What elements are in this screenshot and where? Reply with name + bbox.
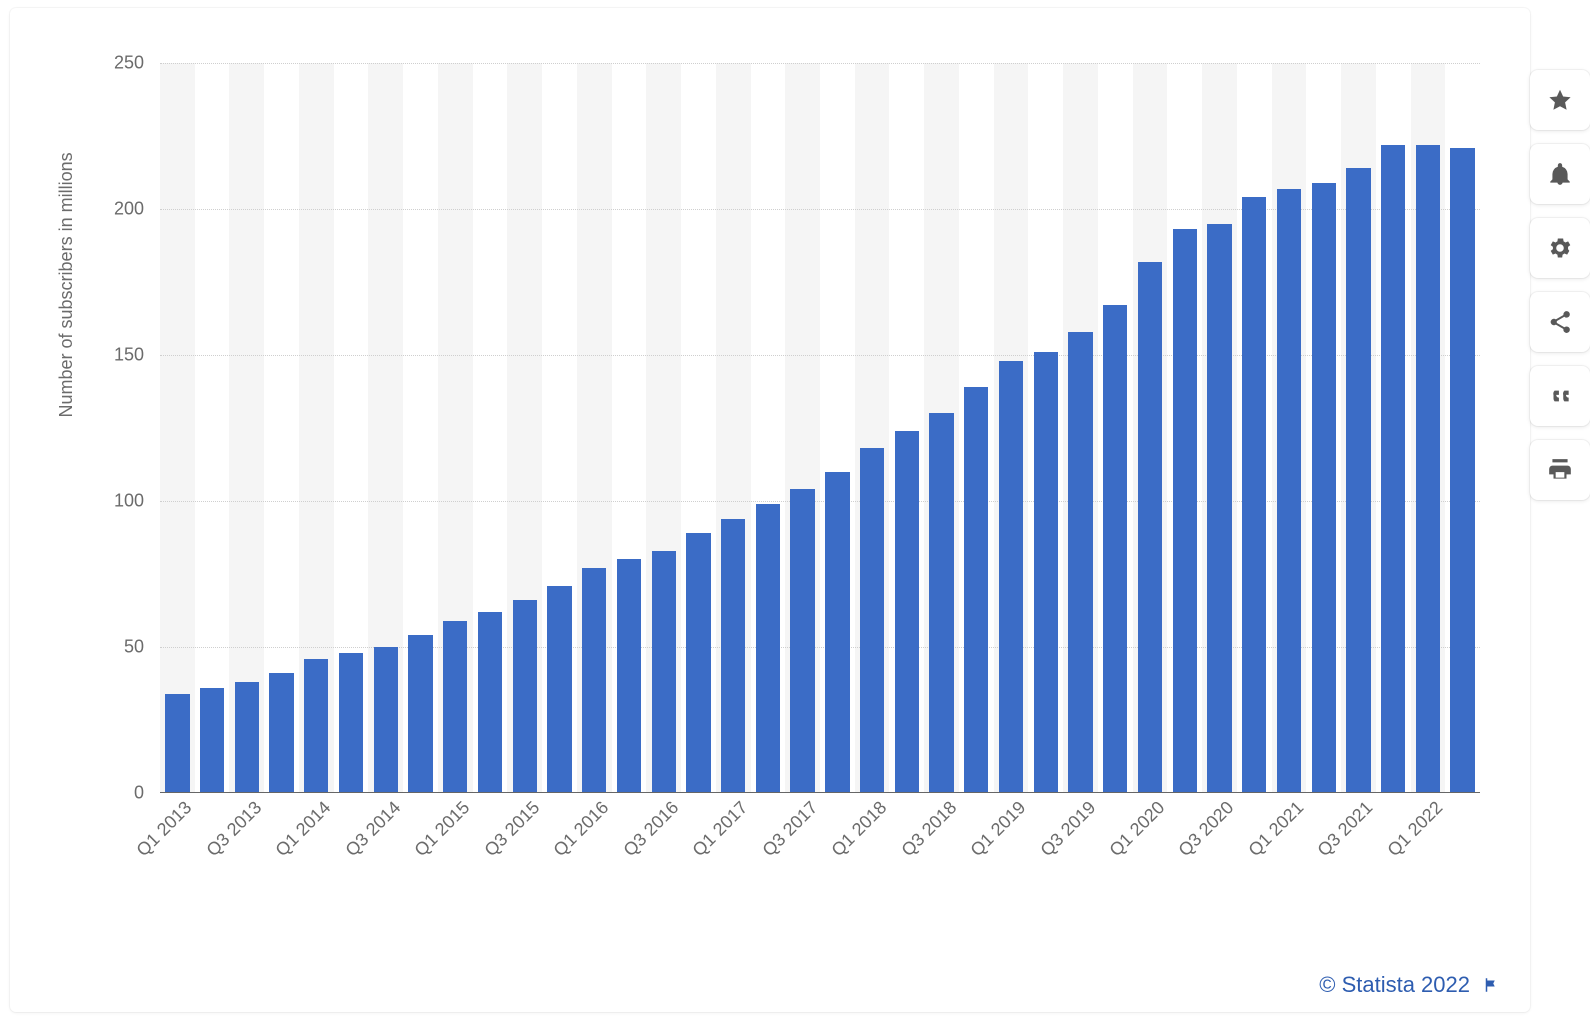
- x-tick-label: Q1 2022: [1383, 797, 1447, 861]
- x-tick-label: Q1 2019: [966, 797, 1030, 861]
- x-tick-label: Q3 2018: [897, 797, 961, 861]
- x-tick-label: Q3 2019: [1036, 797, 1100, 861]
- y-tick-label: 250: [114, 53, 144, 74]
- x-tick-label: Q3 2017: [758, 797, 822, 861]
- bar[interactable]: [895, 431, 919, 793]
- bar[interactable]: [686, 533, 710, 793]
- x-tick-label: Q3 2016: [619, 797, 683, 861]
- x-tick-label: Q1 2015: [411, 797, 475, 861]
- bar[interactable]: [1068, 332, 1092, 793]
- bar[interactable]: [165, 694, 189, 793]
- bar[interactable]: [929, 413, 953, 793]
- bar[interactable]: [478, 612, 502, 793]
- bar[interactable]: [200, 688, 224, 793]
- chart-plot-area: 050100150200250Q1 2013Q3 2013Q1 2014Q3 2…: [160, 63, 1480, 793]
- bar[interactable]: [547, 586, 571, 793]
- quote-button[interactable]: [1530, 366, 1590, 426]
- bar[interactable]: [617, 559, 641, 793]
- gear-button[interactable]: [1530, 218, 1590, 278]
- bar[interactable]: [513, 600, 537, 793]
- action-rail: [1530, 70, 1590, 500]
- bar[interactable]: [756, 504, 780, 793]
- flag-icon[interactable]: [1482, 976, 1500, 994]
- x-tick-label: Q3 2020: [1175, 797, 1239, 861]
- bar[interactable]: [721, 519, 745, 793]
- bar[interactable]: [339, 653, 363, 793]
- print-button[interactable]: [1530, 440, 1590, 500]
- plot-vertical-band: [160, 63, 195, 793]
- y-tick-label: 0: [134, 783, 144, 804]
- quote-icon: [1547, 383, 1573, 409]
- star-icon: [1547, 87, 1573, 113]
- x-tick-label: Q1 2021: [1244, 797, 1308, 861]
- star-button[interactable]: [1530, 70, 1590, 130]
- bar[interactable]: [1207, 224, 1231, 793]
- bar[interactable]: [1242, 197, 1266, 793]
- bar[interactable]: [1138, 262, 1162, 793]
- bell-icon: [1547, 161, 1573, 187]
- bar[interactable]: [408, 635, 432, 793]
- y-tick-label: 200: [114, 199, 144, 220]
- x-tick-label: Q3 2015: [480, 797, 544, 861]
- gridline: [160, 63, 1480, 64]
- chart-card: Number of subscribers in millions 050100…: [10, 8, 1530, 1012]
- y-axis-label: Number of subscribers in millions: [56, 152, 77, 417]
- bar[interactable]: [825, 472, 849, 793]
- bar[interactable]: [374, 647, 398, 793]
- x-tick-label: Q1 2018: [828, 797, 892, 861]
- x-tick-label: Q3 2014: [341, 797, 405, 861]
- bar[interactable]: [1277, 189, 1301, 793]
- x-tick-label: Q1 2013: [133, 797, 197, 861]
- bar[interactable]: [1312, 183, 1336, 793]
- print-icon: [1547, 457, 1573, 483]
- attribution-text: © Statista 2022: [1319, 972, 1470, 998]
- x-tick-label: Q1 2016: [550, 797, 614, 861]
- bar[interactable]: [1381, 145, 1405, 793]
- bar[interactable]: [1346, 168, 1370, 793]
- x-tick-label: Q1 2017: [689, 797, 753, 861]
- y-tick-label: 100: [114, 491, 144, 512]
- bar[interactable]: [1173, 229, 1197, 793]
- y-tick-label: 150: [114, 345, 144, 366]
- bar[interactable]: [235, 682, 259, 793]
- bell-button[interactable]: [1530, 144, 1590, 204]
- x-tick-label: Q1 2014: [272, 797, 336, 861]
- bar[interactable]: [860, 448, 884, 793]
- bar[interactable]: [1450, 148, 1474, 793]
- bar[interactable]: [1034, 352, 1058, 793]
- bar[interactable]: [964, 387, 988, 793]
- bar[interactable]: [652, 551, 676, 793]
- bar[interactable]: [269, 673, 293, 793]
- bar[interactable]: [443, 621, 467, 793]
- bar[interactable]: [999, 361, 1023, 793]
- x-tick-label: Q1 2020: [1105, 797, 1169, 861]
- share-button[interactable]: [1530, 292, 1590, 352]
- x-tick-label: Q3 2013: [202, 797, 266, 861]
- gear-icon: [1547, 235, 1573, 261]
- y-tick-label: 50: [124, 637, 144, 658]
- share-icon: [1547, 309, 1573, 335]
- bar[interactable]: [790, 489, 814, 793]
- x-axis-line: [160, 792, 1480, 793]
- attribution: © Statista 2022: [1319, 972, 1500, 998]
- bar[interactable]: [1416, 145, 1440, 793]
- x-tick-label: Q3 2021: [1314, 797, 1378, 861]
- bar[interactable]: [1103, 305, 1127, 793]
- bar[interactable]: [582, 568, 606, 793]
- bar[interactable]: [304, 659, 328, 793]
